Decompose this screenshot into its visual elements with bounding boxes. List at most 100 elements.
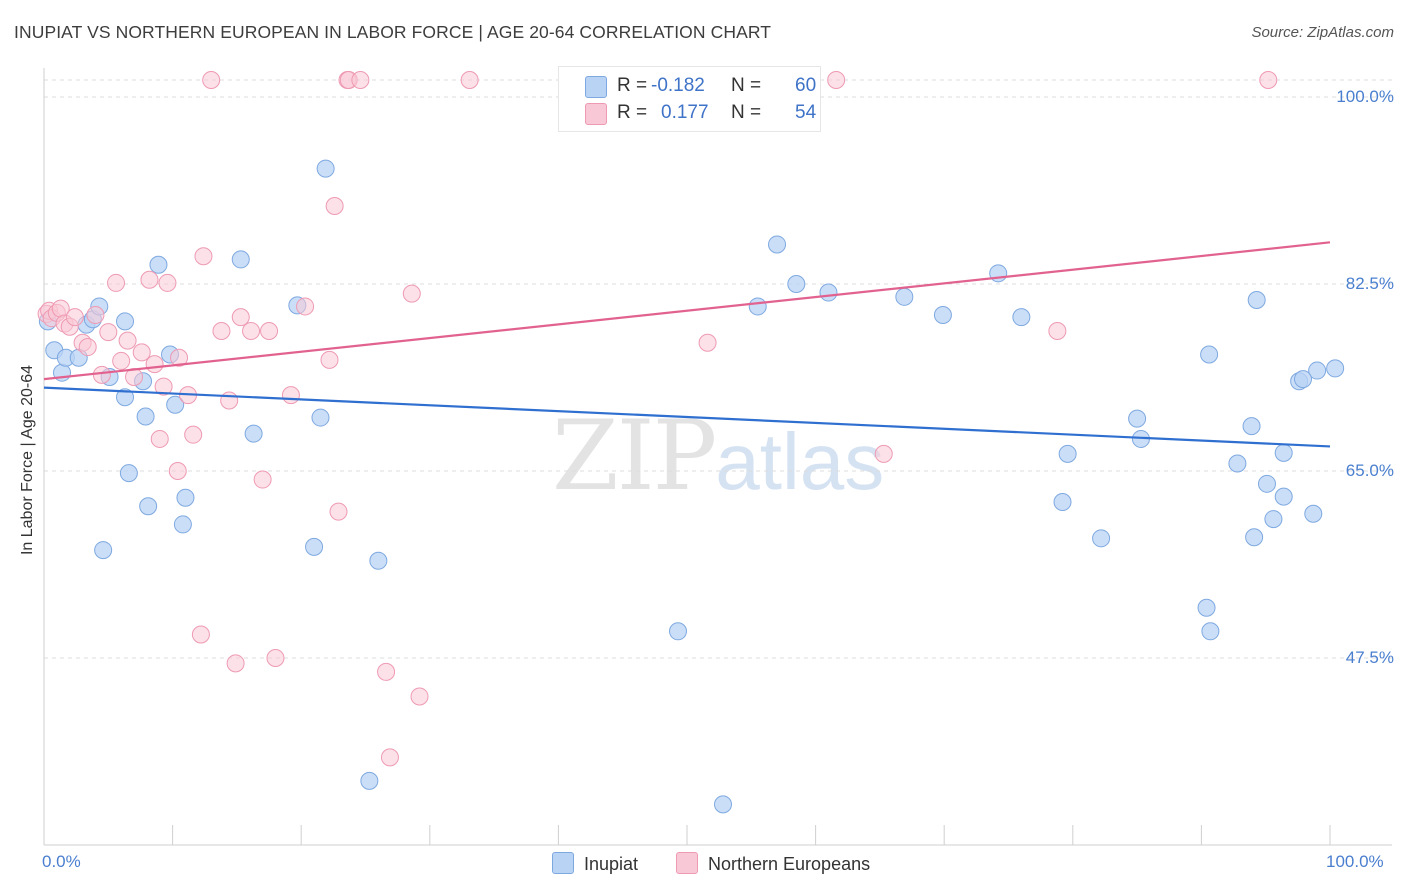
- y-tick-label: 100.0%: [1336, 87, 1394, 106]
- grid-lines: [44, 79, 1392, 659]
- northern-european-point: [170, 348, 189, 367]
- northern-european-point: [92, 365, 111, 384]
- inupiat-point: [176, 488, 195, 507]
- y-tick-label: 47.5%: [1345, 648, 1394, 667]
- northern-european-point: [220, 391, 239, 410]
- inupiat-point: [149, 255, 168, 274]
- northern-european-point: [410, 687, 429, 706]
- northern-european-point: [118, 331, 137, 350]
- northern-european-point: [86, 305, 105, 324]
- northern-european-point: [112, 351, 131, 370]
- northern-european-point: [377, 662, 396, 681]
- inupiat-point: [116, 312, 135, 331]
- northern-european-point: [1259, 71, 1278, 89]
- northern-european-point: [698, 333, 717, 352]
- northern-europeans-points: [37, 71, 1278, 767]
- inupiat-point: [933, 305, 952, 324]
- inupiat-point: [305, 537, 324, 556]
- legend-r-value: -0.182: [651, 75, 705, 96]
- x-tick-label-min: 0.0%: [42, 852, 81, 871]
- inupiat-point: [714, 795, 733, 814]
- northern-european-point: [212, 322, 231, 341]
- northern-european-point: [154, 377, 173, 396]
- watermark-atlas: atlas: [715, 417, 885, 506]
- legend-n-value: 54: [795, 102, 817, 123]
- inupiat-point: [231, 250, 250, 269]
- inupiat-point: [119, 464, 138, 483]
- inupiat-point: [1247, 291, 1266, 310]
- northern-european-point: [329, 502, 348, 521]
- inupiat-points: [38, 159, 1345, 814]
- inupiat-point: [768, 235, 787, 254]
- inupiat-point: [787, 275, 806, 293]
- northern-european-point: [202, 71, 221, 89]
- northern-european-point: [281, 386, 300, 405]
- northern-european-point: [460, 71, 479, 89]
- inupiat-point: [1058, 444, 1077, 463]
- northern-european-point: [145, 355, 164, 374]
- inupiat-point: [895, 287, 914, 306]
- inupiat-legend-swatch: [552, 852, 574, 874]
- northern-european-point: [827, 71, 846, 89]
- correlation-legend: R = -0.182 N = 60 R = 0.177 N = 54: [558, 66, 821, 132]
- legend-n-label: N =: [731, 102, 762, 123]
- northern-european-point: [158, 273, 177, 292]
- inupiat-swatch: [585, 76, 607, 98]
- northern-european-point: [78, 338, 97, 357]
- inupiat-point: [369, 551, 388, 570]
- inupiat-point: [1245, 528, 1264, 547]
- inupiat-point: [1128, 409, 1147, 428]
- legend-n-value: 60: [795, 75, 817, 96]
- northern-european-point: [226, 654, 245, 673]
- bottom-legend-northern: Northern Europeans: [676, 852, 870, 875]
- inupiat-point: [139, 497, 158, 516]
- northern-european-point: [351, 71, 370, 89]
- legend-r-label: R =: [617, 102, 648, 123]
- northern-europeans-trend-line: [43, 241, 1331, 381]
- watermark: ZIPatlas: [552, 400, 884, 512]
- legend-r-value: 0.177: [661, 102, 709, 123]
- inupiat-trend-line: [43, 386, 1331, 448]
- trend-lines: [43, 241, 1331, 448]
- inupiat-point: [1197, 598, 1216, 617]
- northern-european-point: [191, 625, 210, 644]
- northern-european-point: [325, 196, 344, 215]
- inupiat-point: [360, 771, 379, 790]
- inupiat-point: [1264, 510, 1283, 529]
- northern-european-point: [107, 273, 126, 292]
- inupiat-point: [1228, 454, 1247, 473]
- inupiat-point: [1304, 504, 1323, 523]
- northern-legend-swatch: [676, 852, 698, 874]
- northern-european-point: [99, 323, 118, 342]
- axes: [43, 68, 1392, 846]
- northern-european-point: [874, 444, 893, 463]
- inupiat-point: [1242, 417, 1261, 436]
- northern-european-point: [231, 308, 250, 327]
- inupiat-point: [94, 541, 113, 560]
- inupiat-point: [1257, 474, 1276, 493]
- inupiat-point: [173, 515, 192, 534]
- inupiat-point: [1012, 308, 1031, 327]
- legend-n-label: N =: [731, 75, 762, 96]
- inupiat-legend-label: Inupiat: [584, 854, 639, 874]
- watermark-zip: ZIP: [552, 400, 717, 512]
- northern-european-point: [132, 343, 151, 362]
- northern-european-point: [380, 748, 399, 767]
- y-tick-label: 82.5%: [1345, 274, 1394, 293]
- inupiat-point: [311, 408, 330, 427]
- inupiat-point: [819, 283, 838, 302]
- chart-title: INUPIAT VS NORTHERN EUROPEAN IN LABOR FO…: [14, 22, 772, 42]
- inupiat-point: [1201, 622, 1220, 641]
- northern-european-point: [402, 284, 421, 303]
- northern-legend-label: Northern Europeans: [708, 854, 871, 874]
- northern-european-point: [1048, 322, 1067, 341]
- inupiat-point: [1308, 361, 1327, 380]
- inupiat-point: [116, 388, 135, 407]
- northern-european-point: [320, 350, 339, 369]
- inupiat-point: [1053, 492, 1072, 511]
- inupiat-point: [748, 297, 767, 316]
- y-tick-label: 65.0%: [1345, 461, 1394, 480]
- legend-r-label: R =: [617, 75, 648, 96]
- inupiat-point: [1092, 529, 1111, 548]
